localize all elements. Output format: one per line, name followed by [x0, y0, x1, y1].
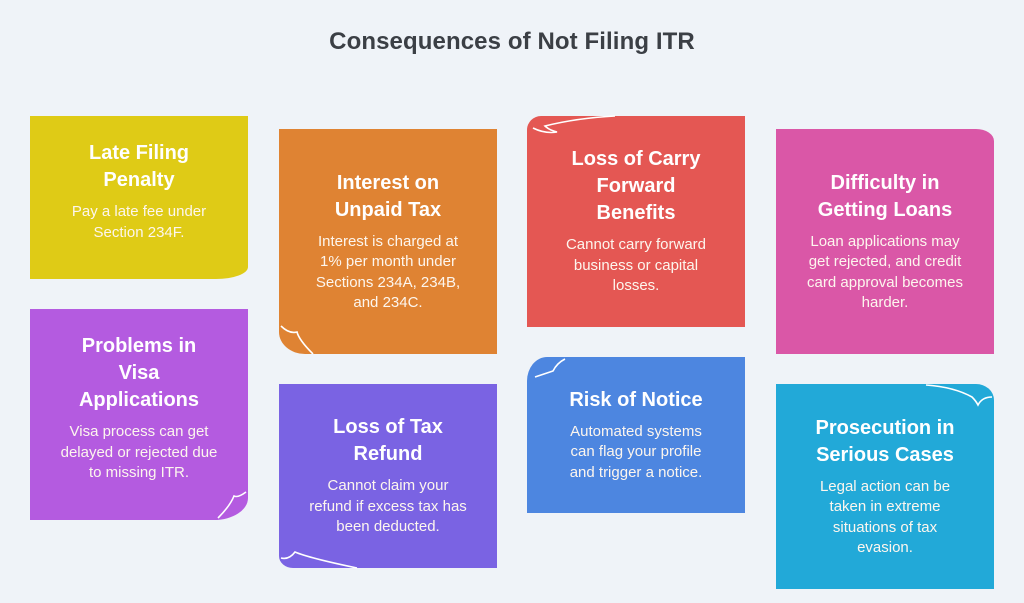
card-heading: Loss of Tax Refund	[333, 416, 443, 466]
page-curl-decoration	[925, 384, 993, 407]
card-description: Legal action can be taken in extreme sit…	[819, 477, 951, 557]
card-description: Pay a late fee under Section 234F.	[71, 203, 207, 241]
card-problems-visa-applications: Problems in Visa Applications Visa proce…	[30, 309, 248, 520]
card-description: Automated systems can flag your profile …	[569, 422, 703, 481]
card-description: Cannot claim your refund if excess tax h…	[309, 477, 467, 536]
card-heading: Risk of Notice	[569, 388, 703, 411]
page-curl-decoration	[280, 551, 358, 569]
card-late-filing-penalty: Late Filing Penalty Pay a late fee under…	[30, 116, 248, 279]
page-curl-decoration	[280, 325, 314, 354]
card-heading: Difficulty in Getting Loans	[817, 171, 953, 221]
card-interest-on-unpaid-tax: Interest on Unpaid Tax Interest is charg…	[279, 129, 497, 354]
diagram-title: Consequences of Not Filing ITR	[329, 28, 695, 55]
card-description: Visa process can get delayed or rejected…	[60, 423, 218, 482]
card-risk-of-notice: Risk of Notice Automated systems can fla…	[527, 357, 745, 513]
card-loss-of-tax-refund: Loss of Tax Refund Cannot claim your ref…	[279, 384, 497, 569]
card-heading: Prosecution in Serious Cases	[815, 416, 955, 466]
card-description: Loan applications may get rejected, and …	[807, 232, 963, 312]
card-prosecution-serious-cases: Prosecution in Serious Cases Legal actio…	[776, 384, 994, 589]
page-curl-decoration	[217, 491, 247, 519]
card-heading: Loss of Carry Forward Benefits	[571, 148, 701, 225]
page-curl-decoration	[534, 358, 566, 378]
card-description: Cannot carry forward business or capital…	[565, 236, 707, 295]
card-heading: Late Filing Penalty	[89, 142, 189, 191]
card-heading: Interest on Unpaid Tax	[334, 171, 442, 221]
card-description: Interest is charged at 1% per month unde…	[315, 232, 461, 312]
card-difficulty-getting-loans: Difficulty in Getting Loans Loan applica…	[776, 129, 994, 354]
page-curl-decoration	[532, 115, 616, 134]
card-loss-of-carry-forward: Loss of Carry Forward Benefits Cannot ca…	[527, 115, 745, 327]
card-heading: Problems in Visa Applications	[78, 335, 199, 412]
